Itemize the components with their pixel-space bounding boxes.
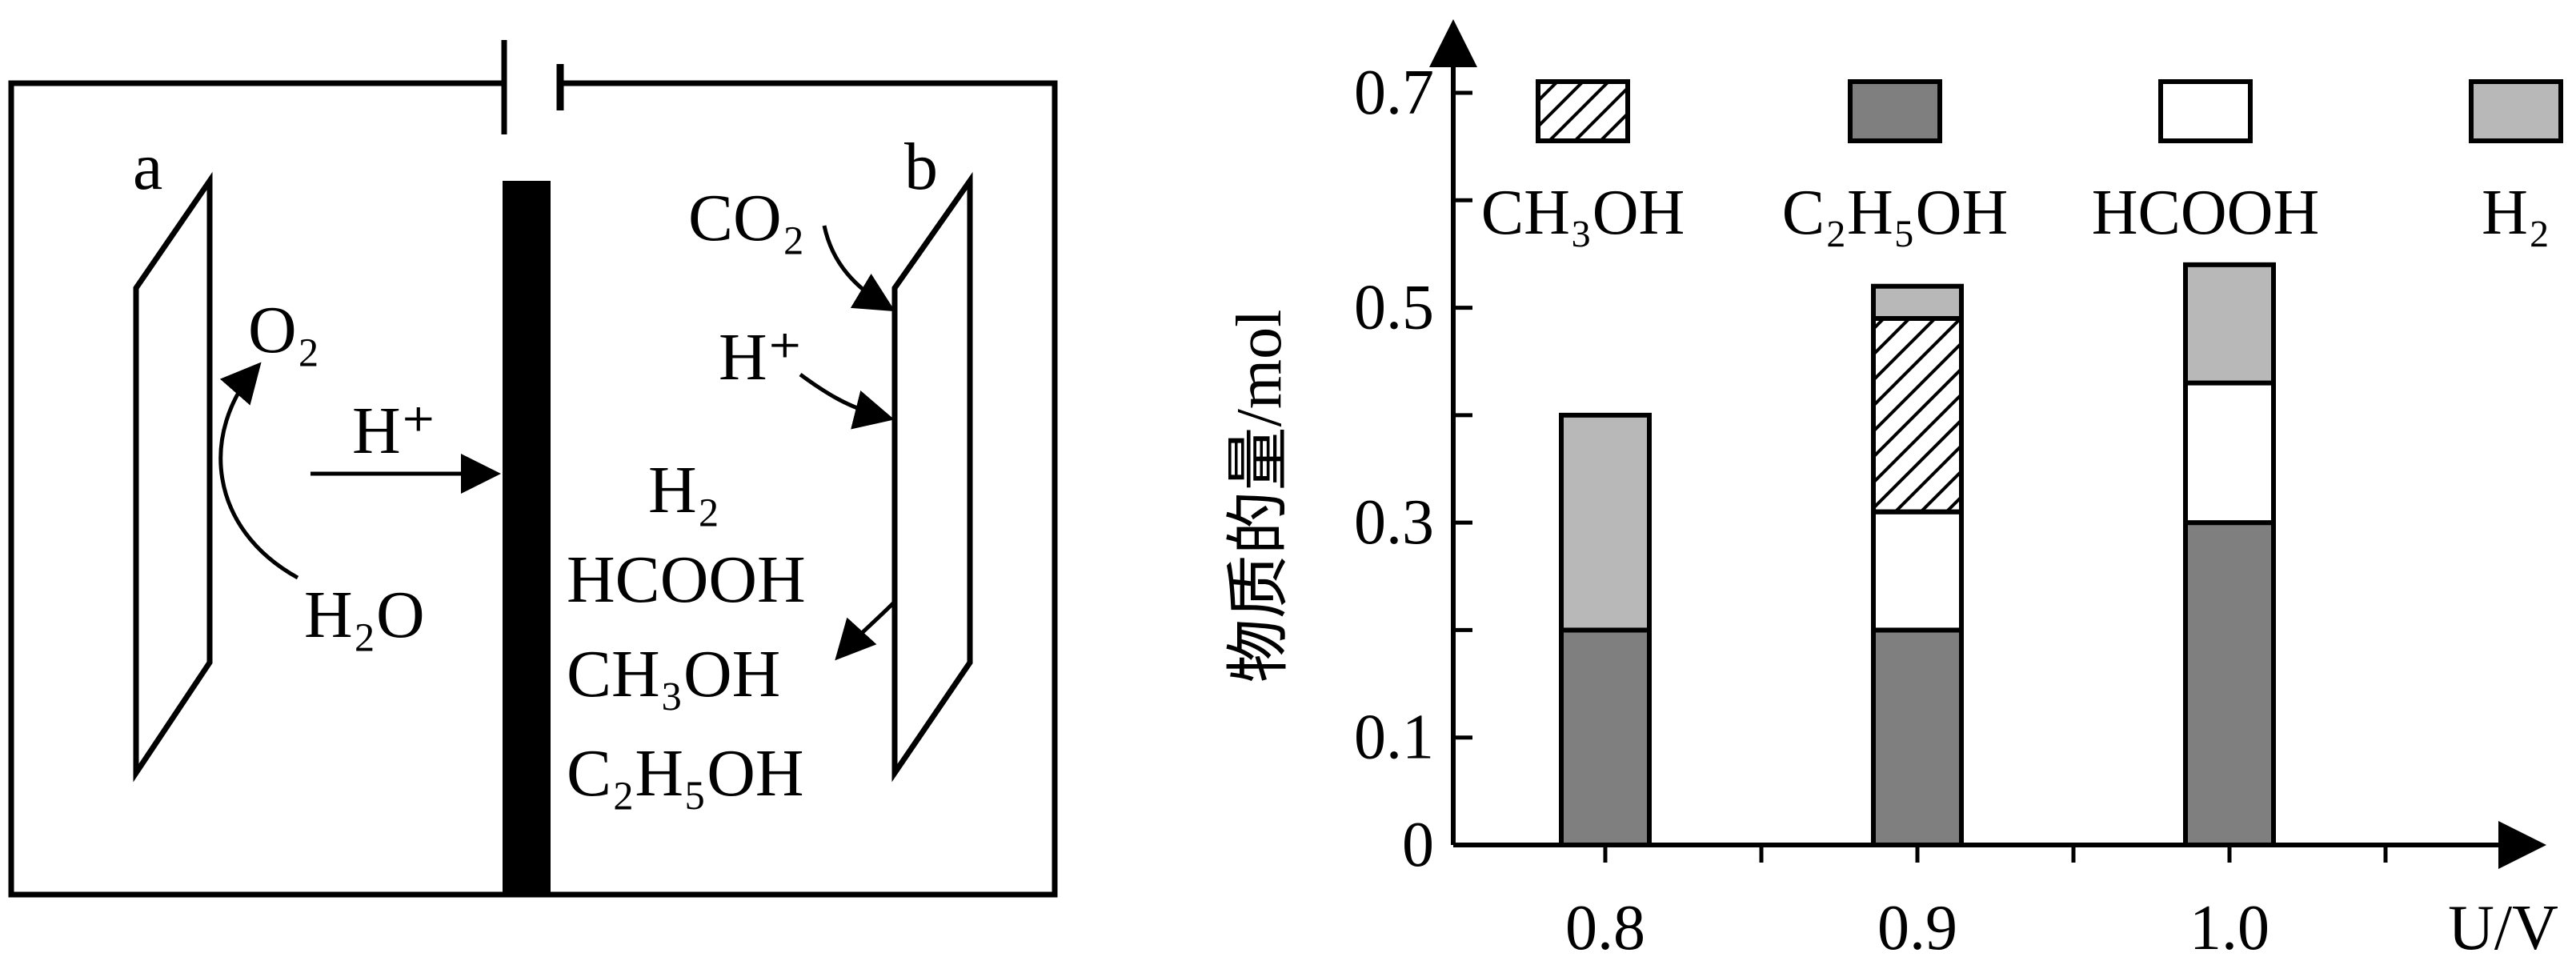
- electrode-b-label: b: [904, 130, 938, 204]
- y-axis: 0 0.1 0.3 0.5 0.7: [1354, 19, 1477, 880]
- y-tick-label: 0.1: [1354, 703, 1434, 773]
- legend-label: C₂H₅OH: [1782, 178, 2008, 248]
- product-ch3oh: CH₃OH: [567, 637, 780, 711]
- bar-segment-CH₃OH: [1871, 316, 1964, 515]
- electrode-b: [891, 171, 973, 783]
- y-tick-label: 0: [1402, 810, 1434, 880]
- y-tick-label: 0.7: [1354, 58, 1434, 128]
- bar-segment-H₂: [2183, 262, 2276, 386]
- x-ticks: 0.8 0.9 1.0: [1565, 845, 2388, 961]
- x-tick-label: 0.8: [1565, 893, 1645, 961]
- y-axis-label: 物质的量/mol: [1224, 310, 1295, 683]
- cathode-co2-label: CO₂: [688, 181, 805, 255]
- legend: CH₃OH C₂H₅OH HCOOH H₂: [1481, 79, 2563, 248]
- x-axis: 0.8 0.9 1.0: [1453, 821, 2546, 961]
- bar-segment-C₂H₅OH: [1871, 627, 1964, 848]
- bar-segment-C₂H₅OH: [1559, 627, 1652, 848]
- electrolysis-diagram: a b O₂ H₂O H⁺ CO₂ H⁺ H₂ HCOOH CH₃OH C₂H₅…: [8, 40, 1058, 898]
- cathode-products: H₂ HCOOH CH₃OH C₂H₅OH: [567, 453, 806, 811]
- electrode-a: [133, 171, 213, 783]
- legend-label: CH₃OH: [1481, 178, 1685, 248]
- anode-product-label: O₂: [248, 293, 320, 367]
- co2-arrow: [822, 225, 895, 312]
- x-tick-label: 1.0: [2189, 893, 2270, 961]
- bar-segment-HCOOH: [1871, 509, 1964, 633]
- y-ticks: 0 0.1 0.3 0.5 0.7: [1354, 58, 1472, 880]
- bar-segment-C₂H₅OH: [2183, 520, 2276, 848]
- legend-label: HCOOH: [2092, 178, 2319, 248]
- h-arrow: [799, 372, 895, 430]
- product-c2h5oh: C₂H₅OH: [567, 736, 804, 811]
- legend-swatch: [2469, 79, 2563, 143]
- legend-swatch: [1536, 79, 1630, 143]
- x-tick-label: 0.9: [1877, 893, 1957, 961]
- product-arrow: [835, 600, 896, 661]
- x-axis-label: U/V: [2448, 893, 2558, 961]
- bar-segment-HCOOH: [2183, 380, 2276, 526]
- anode-reaction-arrow: [218, 362, 299, 580]
- legend-swatch: [2158, 79, 2253, 143]
- legend-label: H₂: [2482, 178, 2550, 248]
- bar-segment-H₂: [1871, 283, 1964, 322]
- bar-chart: 0 0.1 0.3 0.5 0.7 0.8 0.9 1.0 物质的量/mol U/V CH₃…: [1224, 19, 2563, 961]
- ion-label: H⁺: [352, 394, 436, 468]
- cathode-h-label: H⁺: [719, 320, 803, 394]
- bars: [1559, 262, 2276, 848]
- y-tick-label: 0.5: [1354, 273, 1434, 343]
- y-tick-label: 0.3: [1354, 487, 1434, 558]
- proton-membrane: [503, 181, 551, 895]
- product-hcooh: HCOOH: [567, 543, 806, 617]
- anode-reactant-label: H₂O: [304, 578, 425, 652]
- legend-swatch: [1848, 79, 1942, 143]
- product-h2: H₂: [648, 453, 720, 527]
- bar-segment-H₂: [1559, 412, 1652, 633]
- electrode-a-label: a: [133, 130, 162, 204]
